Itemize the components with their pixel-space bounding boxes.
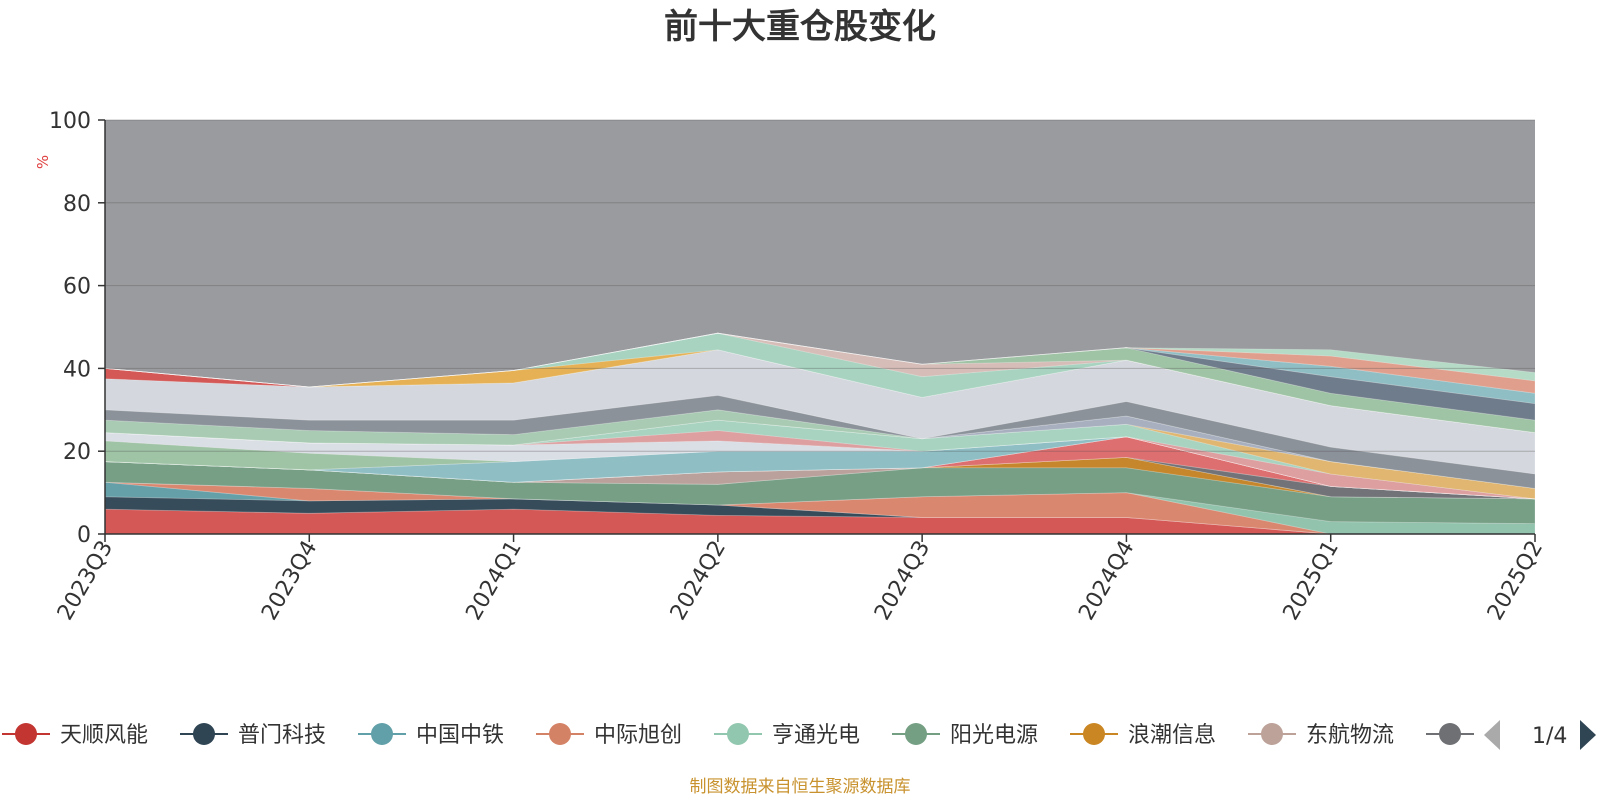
legend-item-5[interactable]: 亨通光电 (714, 723, 860, 748)
legend-label: 亨通光电 (772, 723, 860, 748)
legend-item-6[interactable]: 阳光电源 (892, 723, 1038, 748)
legend-marker-icon (1439, 723, 1461, 745)
legend-prev-arrow-icon[interactable] (1484, 720, 1500, 750)
chart-title: 前十大重仓股变化 (664, 7, 936, 47)
legend-marker-icon (549, 723, 571, 745)
legend-marker-icon (905, 723, 927, 745)
x-tick-label: 2024Q3 (870, 537, 935, 625)
series-areas (104, 332, 1536, 535)
legend-item-3[interactable]: 中国中铁 (358, 723, 504, 748)
x-tick-label: 2025Q2 (1483, 537, 1548, 625)
x-tick-label: 2023Q3 (53, 537, 118, 625)
series-area-29 (104, 332, 1536, 434)
y-tick-label: 20 (63, 440, 91, 465)
series-area-6 (104, 461, 1536, 525)
legend-label: 浪潮信息 (1128, 723, 1216, 748)
legend-page-indicator: 1/4 (1532, 724, 1567, 749)
y-tick-label: 40 (63, 357, 91, 382)
legend-item-2[interactable]: 普门科技 (180, 723, 326, 748)
y-tick-label: 80 (63, 192, 91, 217)
legend-item-9[interactable] (1426, 723, 1474, 745)
legend-next-arrow-icon[interactable] (1580, 720, 1596, 750)
legend-item-1[interactable]: 天顺风能 (2, 723, 148, 748)
legend-marker-icon (727, 723, 749, 745)
series-area-31 (104, 332, 1536, 405)
legend-item-4[interactable]: 中际旭创 (536, 723, 682, 748)
legend-item-7[interactable]: 浪潮信息 (1070, 723, 1216, 748)
legend-label: 阳光电源 (950, 723, 1038, 748)
legend-label: 中际旭创 (594, 723, 682, 748)
y-axis-label: % (34, 155, 52, 169)
x-tick-label: 2025Q1 (1279, 537, 1344, 625)
legend-marker-icon (371, 723, 393, 745)
x-tick-label: 2024Q2 (666, 537, 731, 625)
y-tick-label: 60 (63, 275, 91, 300)
data-source-note: 制图数据来自恒生聚源数据库 (690, 777, 911, 797)
legend-marker-icon (1083, 723, 1105, 745)
legend-marker-icon (193, 723, 215, 745)
legend: 天顺风能 普门科技 中国中铁 中际旭创 亨通光电 阳光电源 浪潮信息 东航物流 1/4 (2, 715, 1600, 755)
legend-marker-icon (1261, 723, 1283, 745)
series-area-17 (104, 432, 1536, 500)
legend-label: 普门科技 (238, 723, 326, 748)
legend-item-8[interactable]: 东航物流 (1248, 723, 1394, 748)
legend-label: 中国中铁 (416, 723, 504, 748)
y-tick-label: 100 (49, 109, 91, 134)
x-tick-label: 2024Q1 (461, 537, 526, 625)
x-tick-label: 2023Q4 (257, 537, 322, 625)
legend-label: 东航物流 (1306, 723, 1394, 748)
legend-label: 天顺风能 (60, 723, 148, 748)
series-area-33 (104, 332, 1536, 388)
series-area-32 (104, 332, 1536, 394)
series-area-5 (104, 481, 1536, 535)
legend-marker-icon (15, 723, 37, 745)
y-tick-label: 0 (77, 523, 91, 548)
series-area-4 (104, 481, 1535, 535)
x-tick-label: 2024Q4 (1074, 537, 1139, 625)
